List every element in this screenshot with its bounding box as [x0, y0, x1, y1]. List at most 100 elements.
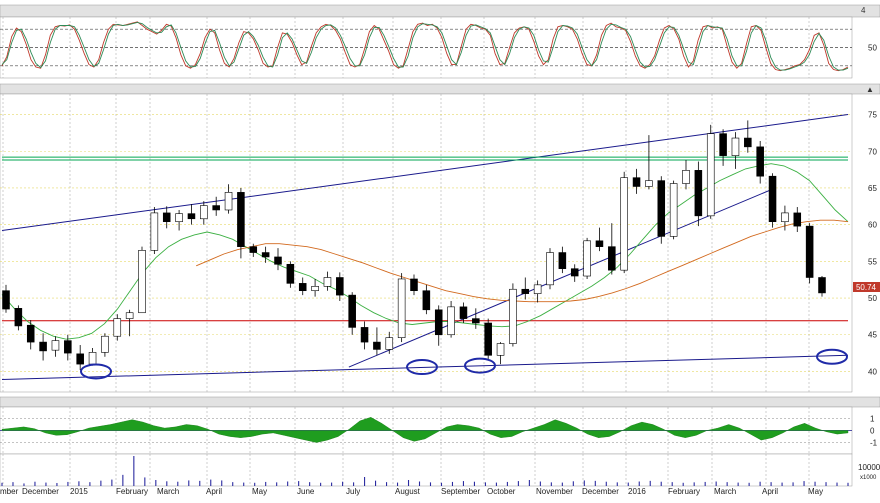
price-candle — [397, 273, 406, 343]
price-candle — [224, 184, 233, 214]
price-candle — [521, 277, 530, 300]
price-candle — [410, 274, 418, 296]
histogram-panel-header[interactable] — [0, 396, 880, 408]
candle-body — [113, 318, 122, 337]
price-candle — [793, 207, 802, 232]
candle-body — [781, 212, 789, 223]
price-candle — [694, 161, 703, 227]
histogram-tick-label: -1 — [870, 439, 878, 448]
price-panel-header[interactable] — [0, 83, 880, 95]
candle-body — [200, 205, 208, 220]
price-candle — [768, 173, 777, 228]
candle-body — [64, 340, 72, 354]
stochastic-panel: 50 — [0, 4, 880, 79]
price-candle — [113, 314, 122, 341]
price-tick-label: 50 — [868, 294, 877, 303]
price-candle — [459, 302, 468, 324]
candle-body — [434, 309, 443, 336]
candle-body — [348, 294, 356, 328]
histogram-ticks: 1 0 -1 — [870, 415, 878, 448]
price-candle — [212, 196, 220, 216]
price-candle — [373, 327, 381, 356]
price-candle — [200, 201, 208, 225]
volume-bars — [1, 456, 849, 486]
volume-axis: 10000 x1000 — [858, 463, 880, 481]
price-candle — [509, 283, 517, 347]
price-candle — [336, 272, 344, 301]
candle-body — [533, 284, 542, 294]
candle-body — [175, 213, 183, 223]
candle-body — [323, 277, 332, 287]
panel-count-label: 4 — [861, 6, 866, 15]
candle-body — [595, 240, 604, 247]
price-candle — [298, 277, 307, 296]
time-axis-label: April — [206, 487, 222, 496]
price-candle — [744, 120, 752, 153]
candle-body — [224, 192, 233, 211]
candle-body — [397, 278, 406, 338]
price-candle — [274, 248, 282, 271]
price-candle — [138, 246, 146, 314]
price-candle — [39, 333, 47, 361]
time-axis-label: December — [582, 487, 619, 496]
candle-body — [472, 318, 480, 324]
price-candle — [101, 333, 109, 357]
price-candle — [385, 331, 394, 354]
candle-body — [509, 288, 517, 344]
histogram-area — [1, 417, 849, 443]
candle-body — [682, 170, 690, 184]
candle-body — [608, 246, 616, 271]
candle-body — [731, 137, 740, 156]
price-candle — [311, 278, 319, 297]
time-axis-label: July — [346, 487, 360, 496]
lower-trendline — [1, 354, 849, 381]
price-candle — [187, 204, 196, 225]
stochastic-lines — [1, 21, 849, 72]
candle-body — [422, 290, 431, 311]
histogram-tick-label: 0 — [870, 427, 875, 436]
candle-body — [632, 177, 641, 187]
price-candle — [360, 321, 369, 350]
time-axis-label: April — [762, 487, 778, 496]
volume-grid — [2, 454, 810, 486]
candle-body — [212, 205, 220, 211]
candle-body — [286, 263, 295, 284]
moving-average-2 — [196, 219, 849, 303]
price-candle — [719, 129, 727, 166]
price-candle — [583, 237, 591, 279]
candle-body — [274, 256, 282, 265]
price-tick-label: 65 — [868, 184, 877, 193]
price-candle — [632, 168, 641, 194]
window-controls: 4 ▲ — [861, 6, 874, 94]
candle-body — [162, 212, 171, 223]
price-tick-label: 75 — [868, 111, 877, 120]
price-candle — [484, 318, 492, 361]
low-circle-3 — [464, 357, 496, 374]
price-candle — [286, 261, 295, 288]
candle-body — [768, 175, 777, 223]
candle-body — [744, 137, 752, 148]
stochastic-panel-header[interactable] — [0, 4, 880, 18]
candle-body — [14, 308, 23, 327]
time-axis-label: mber — [0, 487, 19, 496]
last-price-box — [853, 282, 880, 292]
time-axis-label: February — [668, 487, 700, 496]
price-candle — [546, 248, 554, 290]
time-axis-label: October — [487, 487, 516, 496]
candle-body — [311, 286, 319, 292]
price-candle — [422, 284, 431, 315]
volume-panel: 10000 x1000 — [0, 453, 880, 487]
price-tick-label: 70 — [868, 147, 877, 156]
histogram-panel: 1 0 -1 — [0, 396, 880, 455]
candle-body — [249, 246, 258, 253]
volume-unit-label: x1000 — [860, 475, 877, 481]
price-candle — [706, 124, 715, 219]
candle-body — [261, 252, 270, 258]
volume-plot-area — [0, 453, 853, 487]
time-axis-label: June — [297, 487, 315, 496]
stochastic-ticks: 50 — [868, 44, 877, 53]
scroll-up-icon[interactable]: ▲ — [866, 85, 874, 94]
time-axis-label: May — [808, 487, 823, 496]
time-axis-label: August — [395, 487, 421, 496]
